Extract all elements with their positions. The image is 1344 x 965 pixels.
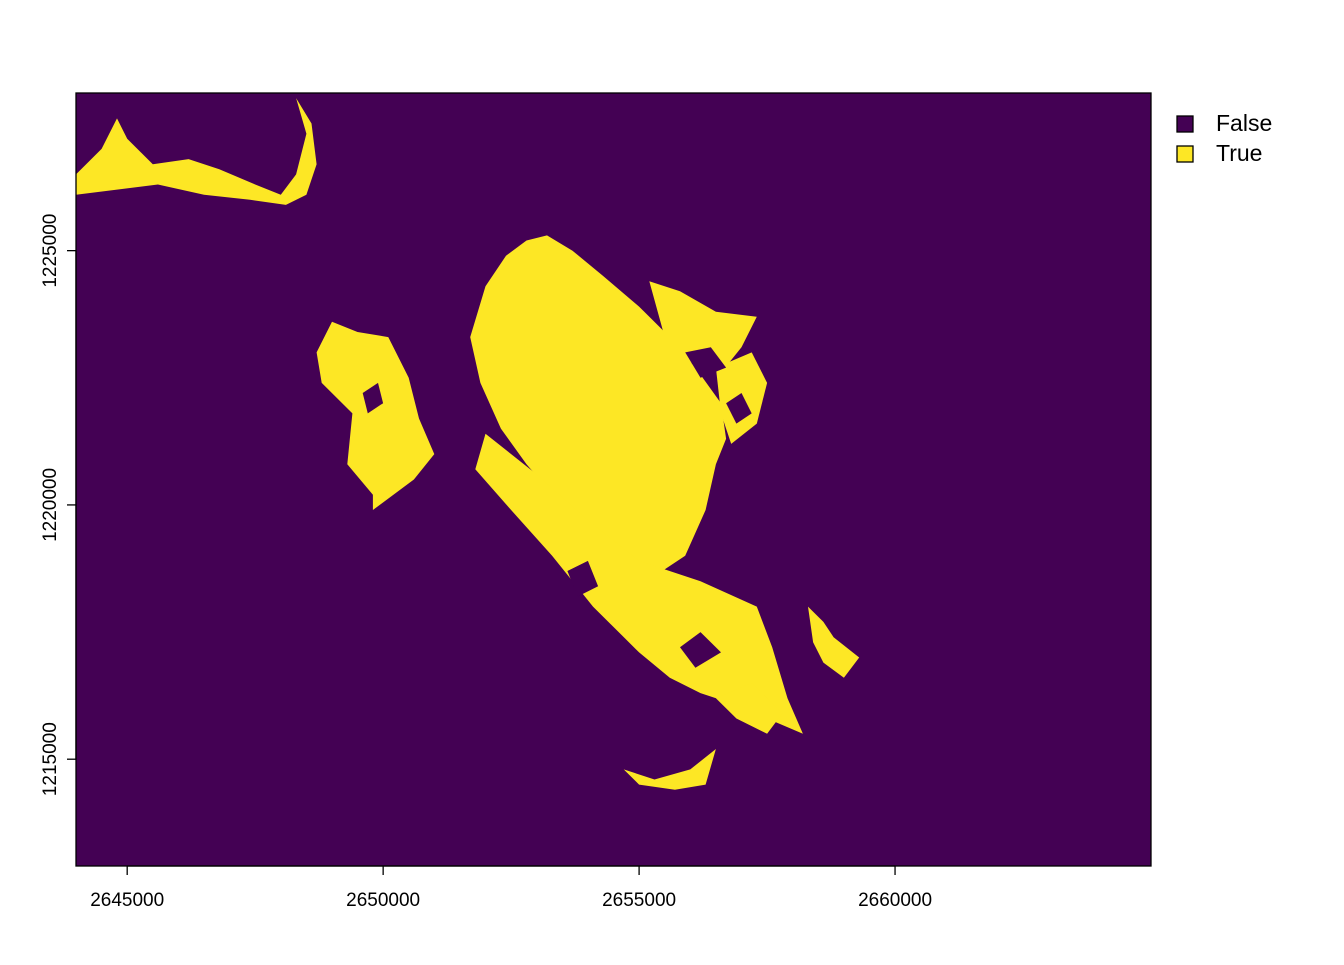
- raster-hole-slope-hole-2: [680, 632, 721, 668]
- y-tick-label: 1215000: [40, 722, 61, 796]
- y-tick-label: 1220000: [40, 468, 61, 542]
- raster-region-east-islands: [808, 606, 860, 678]
- y-tick-label: 1225000: [40, 214, 61, 288]
- legend-label-true: True: [1216, 140, 1262, 166]
- x-tick-label: 2660000: [858, 890, 932, 911]
- raster-region-main-mass: [470, 235, 727, 577]
- raster-hole-east-ridge-hole-1: [685, 347, 727, 378]
- legend-swatch-true: [1176, 145, 1194, 163]
- legend-swatch-false: [1176, 115, 1194, 133]
- raster-hole-slope-hole-1: [567, 560, 599, 597]
- y-axis: 1215000 1220000 1225000: [40, 214, 77, 796]
- x-tick-label: 2645000: [90, 890, 164, 911]
- raster-hole-west-hole: [362, 382, 384, 414]
- raster-region-north-east-ridge: [649, 281, 757, 373]
- raster-region-south-east-patch: [715, 682, 783, 734]
- x-tick-label: 2650000: [346, 890, 420, 911]
- plot-area: [75, 92, 1152, 867]
- raster-hole-east-ridge-hole-2: [726, 393, 752, 424]
- raster-region-west-patch: [316, 321, 435, 510]
- raster-regions: [76, 98, 860, 790]
- x-axis: 2645000 2650000 2655000 2660000: [90, 865, 932, 911]
- x-tick-label: 2655000: [602, 890, 676, 911]
- legend: False True: [1176, 110, 1272, 166]
- raster-region-north-west-corner: [76, 98, 317, 205]
- legend-label-false: False: [1216, 110, 1272, 136]
- raster-region-south-patch: [623, 749, 716, 790]
- raster-region-lower-slope: [475, 433, 803, 734]
